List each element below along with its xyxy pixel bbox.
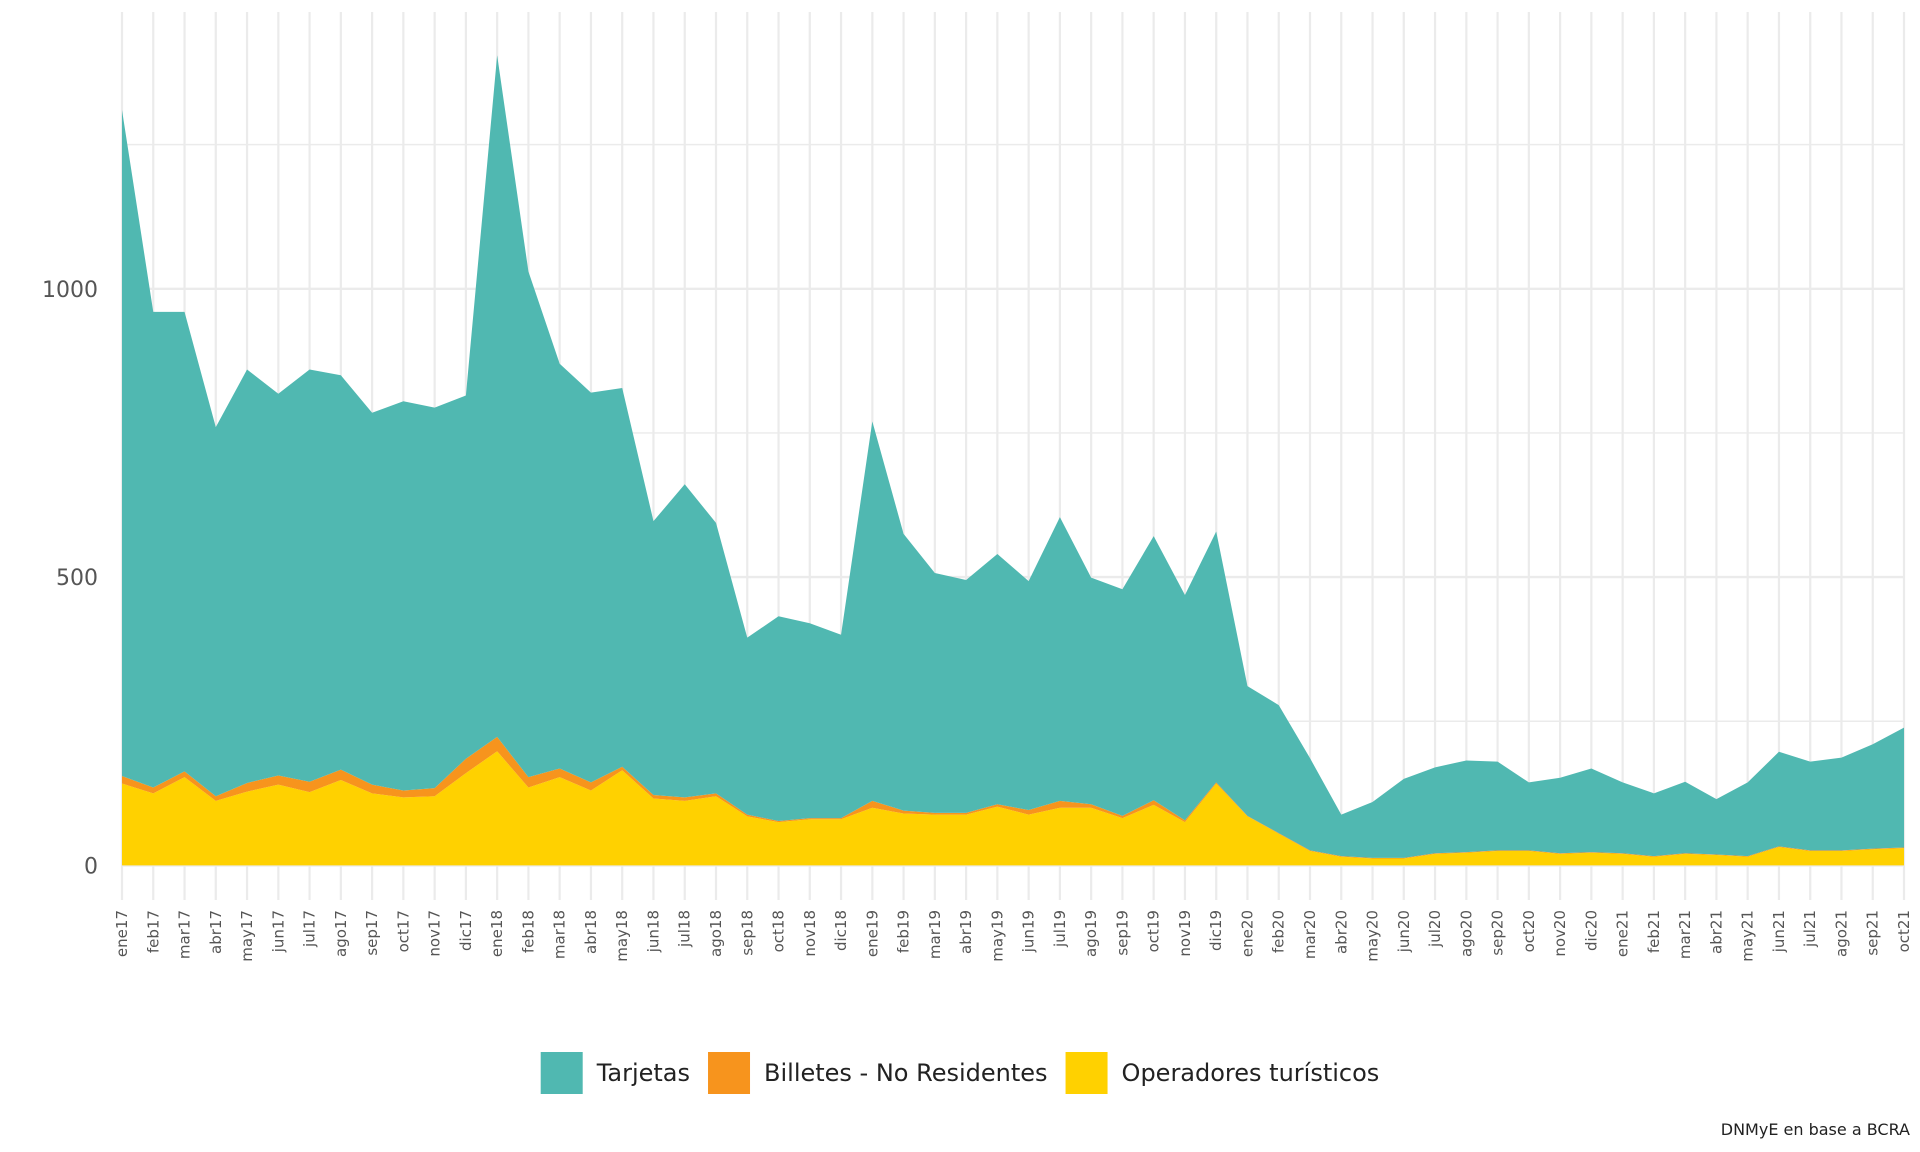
x-tick-label: ene17 xyxy=(113,910,131,957)
x-tick-label: may19 xyxy=(988,910,1006,962)
legend-key xyxy=(540,1052,583,1094)
x-tick-label: ago17 xyxy=(332,910,350,957)
y-tick-label: 500 xyxy=(56,566,98,591)
legend: Tarjetas Billetes - No Residentes Operador… xyxy=(540,1052,1380,1094)
y-axis-ticks: 0 500 1000 xyxy=(42,278,98,880)
x-tick-label: ago18 xyxy=(707,910,725,957)
x-tick-label: abr18 xyxy=(582,910,600,954)
x-tick-label: ene18 xyxy=(488,910,506,957)
x-tick-label: may17 xyxy=(238,910,256,962)
x-tick-label: dic20 xyxy=(1582,910,1600,951)
x-tick-label: jul19 xyxy=(1051,910,1069,948)
area-tarjetas xyxy=(122,55,1904,858)
x-tick-label: may21 xyxy=(1739,910,1757,962)
x-tick-label: mar18 xyxy=(551,910,569,959)
x-tick-label: abr17 xyxy=(207,910,225,954)
x-tick-label: feb19 xyxy=(895,910,913,953)
x-tick-label: sep17 xyxy=(363,910,381,956)
x-tick-label: oct20 xyxy=(1520,910,1538,952)
x-tick-label: jul20 xyxy=(1426,910,1444,948)
x-tick-label: nov20 xyxy=(1551,910,1569,957)
x-tick-label: mar21 xyxy=(1676,910,1694,959)
legend-key xyxy=(1065,1052,1108,1094)
x-tick-label: ago19 xyxy=(1082,910,1100,957)
x-tick-label: jun18 xyxy=(644,910,662,953)
area-series xyxy=(122,55,1904,866)
x-tick-label: jul21 xyxy=(1801,910,1819,948)
legend-key xyxy=(708,1052,751,1094)
x-tick-label: feb21 xyxy=(1645,910,1663,953)
x-tick-label: sep19 xyxy=(1113,910,1131,956)
x-tick-label: ago20 xyxy=(1457,910,1475,957)
x-tick-label: nov18 xyxy=(801,910,819,957)
x-tick-label: nov17 xyxy=(426,910,444,957)
x-tick-label: feb20 xyxy=(1270,910,1288,953)
x-tick-label: nov19 xyxy=(1176,910,1194,957)
x-tick-label: feb17 xyxy=(144,910,162,953)
x-tick-label: sep20 xyxy=(1489,910,1507,956)
y-tick-label: 1000 xyxy=(42,278,98,303)
x-tick-label: sep18 xyxy=(738,910,756,956)
x-tick-label: abr19 xyxy=(957,910,975,954)
x-tick-label: dic18 xyxy=(832,910,850,951)
x-tick-label: jun17 xyxy=(269,910,287,953)
x-tick-label: mar19 xyxy=(926,910,944,959)
x-tick-label: jul17 xyxy=(301,910,319,948)
legend-label: Tarjetas xyxy=(596,1059,690,1087)
x-axis-ticks: ene17 feb17 mar17 abr17 may17 jun17 jul17 ago17… xyxy=(113,910,1913,962)
caption: DNMyE en base a BCRA xyxy=(1721,1120,1910,1139)
x-tick-label: dic17 xyxy=(457,910,475,951)
x-tick-label: jun21 xyxy=(1770,910,1788,953)
x-tick-label: jun20 xyxy=(1395,910,1413,953)
x-tick-label: mar20 xyxy=(1301,910,1319,959)
x-tick-label: oct18 xyxy=(770,910,788,952)
legend-label: Billetes - No Residentes xyxy=(764,1059,1048,1087)
x-tick-label: oct19 xyxy=(1145,910,1163,952)
x-tick-label: ene20 xyxy=(1238,910,1256,957)
x-tick-label: jun19 xyxy=(1020,910,1038,953)
x-tick-label: ene21 xyxy=(1614,910,1632,957)
x-tick-label: dic19 xyxy=(1207,910,1225,951)
x-tick-label: abr20 xyxy=(1332,910,1350,954)
x-tick-label: jul18 xyxy=(676,910,694,948)
x-tick-label: abr21 xyxy=(1707,910,1725,954)
legend-label: Operadores turísticos xyxy=(1122,1059,1380,1087)
x-tick-label: sep21 xyxy=(1864,910,1882,956)
x-tick-label: oct21 xyxy=(1895,910,1913,952)
x-tick-label: may20 xyxy=(1364,910,1382,962)
area-operadores-tur-sticos xyxy=(122,751,1904,866)
x-tick-label: ago21 xyxy=(1832,910,1850,957)
x-tick-label: ene19 xyxy=(863,910,881,957)
x-tick-label: feb18 xyxy=(519,910,537,953)
y-tick-label: 0 xyxy=(84,854,98,879)
x-tick-label: mar17 xyxy=(176,910,194,959)
x-tick-label: oct17 xyxy=(394,910,412,952)
x-tick-label: may18 xyxy=(613,910,631,962)
